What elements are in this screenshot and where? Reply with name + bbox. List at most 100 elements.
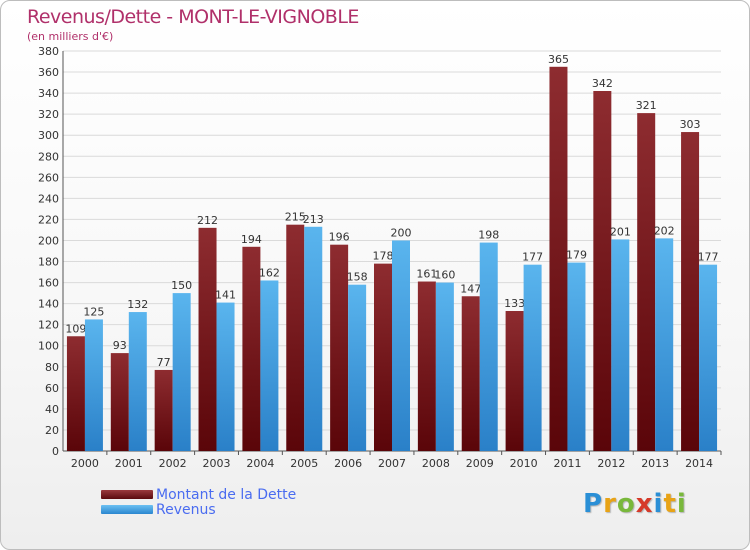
data-label: 125 — [83, 305, 104, 318]
logo-letter: o — [616, 489, 636, 519]
x-tick-label: 2003 — [203, 457, 231, 470]
bar-revenue — [655, 238, 674, 451]
data-label: 141 — [215, 289, 236, 302]
y-tick-label: 220 — [38, 213, 59, 226]
x-tick-label: 2007 — [378, 457, 406, 470]
bar-debt — [242, 246, 261, 451]
data-label: 212 — [197, 214, 218, 227]
logo-letter: i — [653, 489, 664, 519]
bar-debt — [593, 91, 612, 451]
y-tick-label: 380 — [38, 45, 59, 58]
bar-debt — [505, 311, 524, 451]
bar-debt — [110, 353, 129, 451]
bar-debt — [286, 224, 305, 451]
data-label: 77 — [157, 356, 171, 369]
bar-debt — [461, 296, 480, 451]
bar-revenue — [304, 226, 323, 451]
data-label: 365 — [548, 53, 569, 66]
data-label: 160 — [434, 269, 455, 282]
bar-revenue — [479, 242, 498, 451]
data-label: 215 — [285, 211, 306, 224]
x-tick-label: 2014 — [685, 457, 713, 470]
data-label: 150 — [171, 279, 192, 292]
chart-subtitle: (en milliers d'€) — [27, 30, 114, 43]
logo-letter: r — [603, 489, 617, 519]
data-label: 178 — [373, 250, 394, 263]
x-tick-label: 2008 — [422, 457, 450, 470]
y-tick-label: 320 — [38, 108, 59, 121]
y-tick-label: 0 — [52, 445, 59, 458]
bar-revenue — [567, 262, 586, 451]
data-label: 198 — [478, 229, 499, 242]
bar-revenue — [84, 319, 103, 451]
y-tick-label: 80 — [45, 361, 59, 374]
bar-revenue — [172, 293, 191, 451]
x-tick-label: 2001 — [115, 457, 143, 470]
data-label: 132 — [127, 298, 148, 311]
data-label: 109 — [65, 322, 86, 335]
data-label: 213 — [303, 213, 324, 226]
bar-revenue — [523, 264, 542, 451]
logo-letter: i — [676, 489, 687, 519]
y-tick-label: 340 — [38, 87, 59, 100]
bar-debt — [330, 244, 349, 451]
legend-swatch-revenue — [101, 505, 153, 514]
data-label: 201 — [610, 225, 631, 238]
y-tick-label: 240 — [38, 192, 59, 205]
data-label: 177 — [522, 251, 543, 264]
data-label: 303 — [680, 118, 701, 131]
y-tick-label: 100 — [38, 340, 59, 353]
x-tick-label: 2010 — [510, 457, 538, 470]
bar-debt — [549, 66, 568, 451]
bar-revenue — [611, 239, 630, 451]
data-label: 93 — [113, 339, 127, 352]
bar-revenue — [435, 282, 454, 451]
bar-revenue — [392, 240, 410, 451]
data-label: 158 — [347, 271, 368, 284]
legend-label-revenue: Revenus — [156, 502, 216, 518]
proxiti-logo: Proxiti — [583, 489, 687, 519]
bar-revenue — [699, 264, 718, 451]
data-label: 147 — [460, 282, 481, 295]
legend-label-debt: Montant de la Dette — [156, 487, 297, 503]
y-tick-label: 60 — [45, 382, 59, 395]
data-label: 196 — [329, 231, 350, 244]
data-label: 161 — [416, 268, 437, 281]
bar-debt — [637, 113, 656, 452]
x-tick-label: 2006 — [334, 457, 362, 470]
chart-title: Revenus/Dette - MONT-LE-VIGNOBLE — [27, 6, 359, 28]
x-tick-label: 2012 — [597, 457, 625, 470]
y-tick-label: 300 — [38, 129, 59, 142]
bar-debt — [681, 132, 700, 452]
data-label: 202 — [654, 224, 675, 237]
bar-revenue — [348, 284, 367, 451]
data-label: 194 — [241, 233, 262, 246]
bar-debt — [154, 369, 173, 451]
data-label: 342 — [592, 77, 613, 90]
bar-revenue — [216, 302, 235, 451]
bar-debt — [66, 336, 85, 451]
y-tick-label: 140 — [38, 298, 59, 311]
y-tick-label: 180 — [38, 256, 59, 269]
y-tick-label: 160 — [38, 277, 59, 290]
data-label: 179 — [566, 249, 587, 262]
x-tick-label: 2002 — [159, 457, 187, 470]
y-tick-label: 20 — [45, 424, 59, 437]
bar-revenue — [128, 312, 147, 451]
x-tick-label: 2011 — [553, 457, 581, 470]
bar-debt — [198, 227, 217, 451]
bar-revenue — [260, 280, 279, 451]
x-tick-label: 2005 — [290, 457, 318, 470]
logo-letter: t — [663, 489, 677, 519]
logo-letter: x — [635, 489, 654, 519]
data-label: 133 — [504, 297, 525, 310]
data-label: 162 — [259, 266, 280, 279]
x-tick-label: 2000 — [71, 457, 99, 470]
y-tick-label: 280 — [38, 150, 59, 163]
legend-swatch-debt — [101, 490, 153, 499]
y-tick-label: 40 — [45, 403, 59, 416]
data-label: 177 — [698, 251, 719, 264]
y-tick-label: 120 — [38, 319, 59, 332]
